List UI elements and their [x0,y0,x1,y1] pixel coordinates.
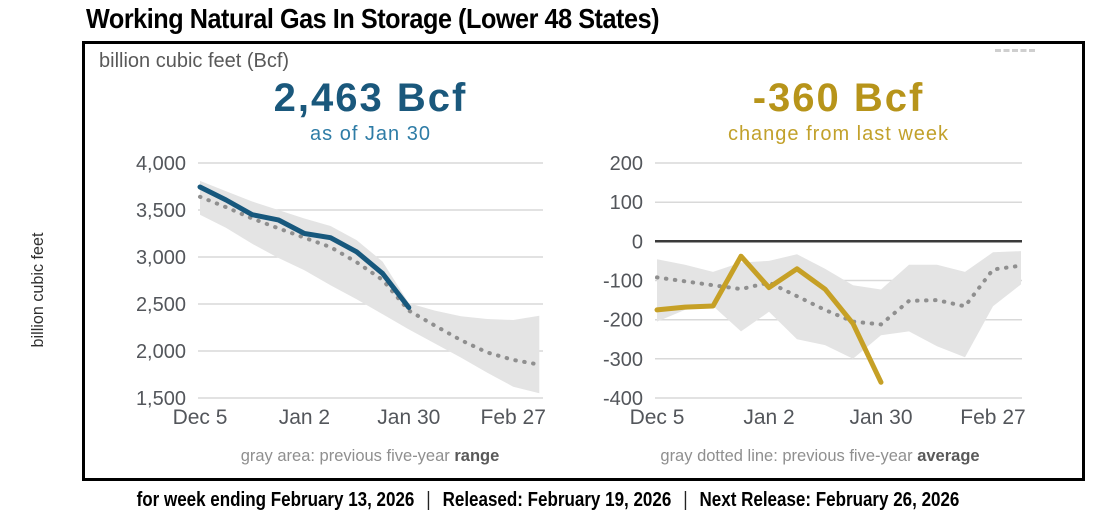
y-tick-label: -200 [603,310,643,332]
range-band-caption: gray area: previous five-year range [140,447,600,466]
average-line-caption: gray dotted line: previous five-year ave… [595,447,1045,466]
x-tick-label: Dec 5 [630,406,685,429]
page-title: Working Natural Gas In Storage (Lower 48… [86,3,660,34]
next-release-text: Next Release: February 26, 2026 [699,489,960,511]
y-tick-label: 100 [610,192,643,214]
five-year-range-band [200,180,540,394]
y-tick-label: 200 [610,153,643,175]
five-year-average-line [655,263,1023,327]
y-tick-label: 2,000 [136,341,186,363]
x-tick-label: Jan 2 [279,406,330,429]
x-tick-label: Feb 27 [960,406,1025,429]
release-info: for week ending February 13, 2026 | Releas… [82,489,1014,512]
change-headline-caption: change from last week [727,123,950,145]
released-text: Released: February 19, 2026 [442,489,672,511]
average-line-caption-text: gray dotted line: previous five-year [660,447,918,465]
x-tick-label: Jan 30 [849,406,912,429]
y-tick-label: 1,500 [136,388,186,410]
footer-separator: | [683,489,688,511]
y-tick-label: 4,000 [136,153,186,175]
y-tick-label: -300 [603,349,643,371]
range-band-caption-text: gray area: previous five-year [240,447,455,465]
y-tick-label: 3,500 [136,200,186,222]
change-headline-value: -360 Bcf [752,76,925,120]
chart-panel-border [82,41,1085,481]
dashed-marks-decoration [995,49,1035,52]
y-tick-label: 3,000 [136,247,186,269]
current-line [654,253,884,385]
footer-separator: | [426,489,431,511]
current-line [197,184,412,310]
five-year-average-line [198,194,542,367]
y-axis-title: billion cubic feet [28,232,47,348]
y-tick-label: 0 [632,231,643,253]
average-line-caption-bold: average [917,447,980,465]
week-ending-text: for week ending February 13, 2026 [136,489,415,511]
y-tick-label: -400 [603,388,643,410]
storage-headline-date: as of Jan 30 [310,123,431,145]
x-tick-label: Feb 27 [481,406,546,429]
storage-headline-value: 2,463 Bcf [273,76,468,120]
y-tick-label: -100 [603,271,643,293]
x-tick-label: Jan 2 [743,406,794,429]
units-label: billion cubic feet (Bcf) [99,50,290,72]
y-tick-label: 2,500 [136,294,186,316]
range-band-caption-bold: range [454,447,500,465]
x-tick-label: Jan 30 [377,406,440,429]
x-tick-label: Dec 5 [173,406,228,429]
